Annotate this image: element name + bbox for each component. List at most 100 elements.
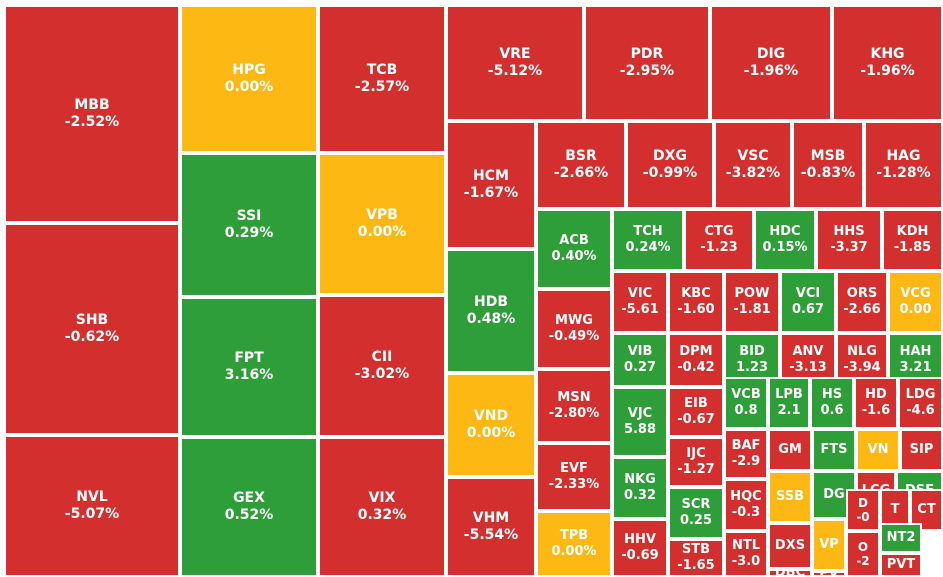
tile-dbc[interactable]: DBC xyxy=(768,569,812,577)
tile-msb[interactable]: MSB -0.83% xyxy=(792,121,864,209)
tile-change: 0.25 xyxy=(679,513,713,528)
tile-pow[interactable]: POW -1.81 xyxy=(724,271,780,333)
tile-change: 0.29% xyxy=(224,225,274,241)
tile-symbol: VPB xyxy=(366,207,398,224)
tile-symbol: BID xyxy=(739,344,765,360)
tile-nvl[interactable]: NVL -5.07% xyxy=(4,435,180,577)
tile-vix[interactable]: VIX 0.32% xyxy=(318,437,446,577)
tile-vpb[interactable]: VPB 0.00% xyxy=(318,153,446,295)
tile-ors[interactable]: ORS -2.66 xyxy=(836,271,888,333)
tile-d[interactable]: D -0 xyxy=(846,489,880,531)
tile-kdh[interactable]: KDH -1.85 xyxy=(882,209,943,271)
tile-hpg[interactable]: HPG 0.00% xyxy=(180,5,318,153)
tile-stb[interactable]: STB -1.65 xyxy=(668,539,724,577)
tile-nkg[interactable]: NKG 0.32 xyxy=(612,457,668,519)
tile-hd[interactable]: HD -1.6 xyxy=(854,377,898,429)
tile-vhm[interactable]: VHM -5.54% xyxy=(446,477,536,577)
tile-change: -5.61 xyxy=(621,302,659,317)
tile-lpb[interactable]: LPB 2.1 xyxy=(768,377,810,429)
tile-hhv[interactable]: HHV -0.69 xyxy=(612,519,668,577)
tile-pdr[interactable]: PDR -2.95% xyxy=(584,5,710,121)
tile-symbol: VCI xyxy=(795,286,821,302)
tile-pv[interactable]: PV xyxy=(812,571,846,577)
tile-ssb[interactable]: SSB xyxy=(768,471,812,523)
tile-vn[interactable]: VN xyxy=(856,429,900,471)
tile-ctg[interactable]: CTG -1.23 xyxy=(684,209,754,271)
tile-ssi[interactable]: SSI 0.29% xyxy=(180,153,318,297)
tile-hdc[interactable]: HDC 0.15% xyxy=(754,209,816,271)
tile-change: 0.00% xyxy=(551,544,597,559)
tile-sip[interactable]: SIP xyxy=(900,429,943,471)
tile-vic[interactable]: VIC -5.61 xyxy=(612,271,668,333)
tile-hs[interactable]: HS 0.6 xyxy=(810,377,854,429)
tile-symbol: HD xyxy=(865,387,887,403)
tile-tch[interactable]: TCH 0.24% xyxy=(612,209,684,271)
tile-pvt[interactable]: PVT xyxy=(880,553,922,577)
tile-change: 0.52% xyxy=(224,507,274,523)
tile-vsc[interactable]: VSC -3.82% xyxy=(714,121,792,209)
tile-symbol: MSN xyxy=(557,390,591,406)
tile-eib[interactable]: EIB -0.67 xyxy=(668,387,724,437)
tile-dig[interactable]: DIG -1.96% xyxy=(710,5,832,121)
tile-dxg[interactable]: DXG -0.99% xyxy=(626,121,714,209)
tile-vcg[interactable]: VCG 0.00 xyxy=(888,271,943,333)
tile-msn[interactable]: MSN -2.80% xyxy=(536,369,612,443)
tile-khg[interactable]: KHG -1.96% xyxy=(832,5,943,121)
tile-symbol: HAH xyxy=(899,344,932,360)
tile-scr[interactable]: SCR 0.25 xyxy=(668,487,724,539)
tile-dxs[interactable]: DXS xyxy=(768,523,812,569)
tile-symbol: CTG xyxy=(704,224,734,240)
tile-change: -2.33% xyxy=(548,477,600,492)
tile-ldg[interactable]: LDG -4.6 xyxy=(898,377,943,429)
tile-ntl[interactable]: NTL -3.0 xyxy=(724,531,768,577)
tile-change: -1.23 xyxy=(700,240,738,255)
tile-bsr[interactable]: BSR -2.66% xyxy=(536,121,626,209)
tile-change: 0.00% xyxy=(224,79,274,95)
tile-nt2[interactable]: NT2 xyxy=(880,523,922,553)
tile-ijc[interactable]: IJC -1.27 xyxy=(668,437,724,487)
tile-vjc[interactable]: VJC 5.88 xyxy=(612,387,668,457)
tile-hdb[interactable]: HDB 0.48% xyxy=(446,249,536,373)
tile-tpb[interactable]: TPB 0.00% xyxy=(536,511,612,577)
tile-change: -1.96% xyxy=(860,63,915,79)
tile-symbol: POW xyxy=(734,286,770,302)
tile-hag[interactable]: HAG -1.28% xyxy=(864,121,943,209)
tile-mwg[interactable]: MWG -0.49% xyxy=(536,289,612,369)
tile-symbol: HS xyxy=(821,387,843,403)
tile-vcb[interactable]: VCB 0.8 xyxy=(724,377,768,429)
tile-change: 0.6 xyxy=(820,403,844,418)
tile-symbol: BSR xyxy=(565,148,597,165)
tile-gm[interactable]: GM xyxy=(768,429,812,471)
tile-shb[interactable]: SHB -0.62% xyxy=(4,223,180,435)
tile-dpm[interactable]: DPM -0.42 xyxy=(668,333,724,387)
tile-change: -0.42 xyxy=(677,360,715,375)
tile-symbol: LDG xyxy=(905,387,936,403)
tile-o[interactable]: O -2 xyxy=(846,531,880,577)
tile-vib[interactable]: VIB 0.27 xyxy=(612,333,668,387)
tile-change: -2.66% xyxy=(553,165,609,181)
tile-baf[interactable]: BAF -2.9 xyxy=(724,429,768,479)
tile-mbb[interactable]: MBB -2.52% xyxy=(4,5,180,223)
tile-symbol: MBB xyxy=(74,97,110,114)
tile-symbol: TPB xyxy=(559,528,589,544)
tile-symbol: TCB xyxy=(366,62,398,79)
tile-symbol: DBC xyxy=(774,569,806,577)
tile-tcb[interactable]: TCB -2.57% xyxy=(318,5,446,153)
tile-evf[interactable]: EVF -2.33% xyxy=(536,443,612,511)
tile-vp[interactable]: VP xyxy=(812,519,846,571)
tile-hqc[interactable]: HQC -0.3 xyxy=(724,479,768,531)
tile-change: -0.69 xyxy=(621,548,659,563)
tile-fpt[interactable]: FPT 3.16% xyxy=(180,297,318,437)
tile-kbc[interactable]: KBC -1.60 xyxy=(668,271,724,333)
tile-gex[interactable]: GEX 0.52% xyxy=(180,437,318,577)
tile-hhs[interactable]: HHS -3.37 xyxy=(816,209,882,271)
tile-vre[interactable]: VRE -5.12% xyxy=(446,5,584,121)
tile-acb[interactable]: ACB 0.40% xyxy=(536,209,612,289)
tile-symbol: DXS xyxy=(774,538,806,554)
tile-vnd[interactable]: VND 0.00% xyxy=(446,373,536,477)
tile-cii[interactable]: CII -3.02% xyxy=(318,295,446,437)
tile-hcm[interactable]: HCM -1.67% xyxy=(446,121,536,249)
tile-fts[interactable]: FTS xyxy=(812,429,856,471)
tile-vci[interactable]: VCI 0.67 xyxy=(780,271,836,333)
